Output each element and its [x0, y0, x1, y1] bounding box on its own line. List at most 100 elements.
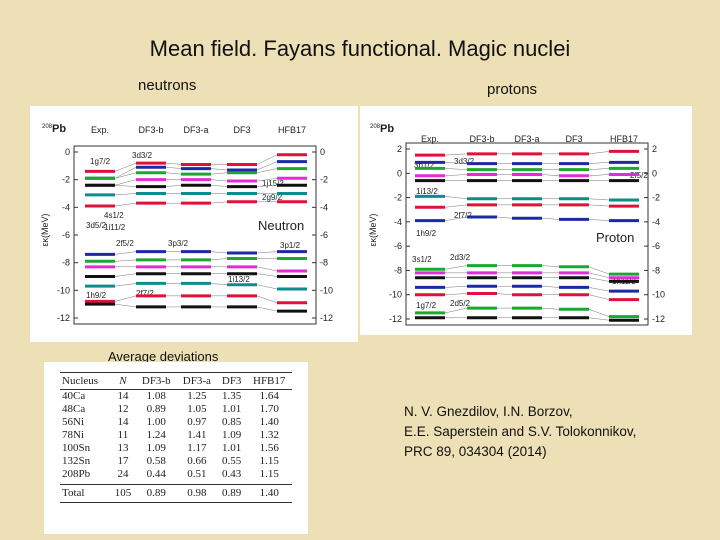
table-cell: 14	[117, 390, 129, 402]
connector-line	[588, 309, 610, 317]
connector-line	[256, 161, 278, 171]
connector-line	[256, 251, 278, 254]
connector-line	[444, 307, 468, 314]
y-tick-label: -6	[652, 241, 660, 251]
table-cell: 0.66	[187, 455, 207, 467]
y-tick-label: -2	[62, 175, 70, 185]
state-label: 3s1/2	[412, 255, 432, 264]
connector-line	[444, 162, 468, 164]
table-cell: 0.55	[222, 455, 242, 467]
state-label: 2f7/2	[136, 289, 154, 298]
connector-line	[588, 277, 610, 282]
table-cell: 1.00	[146, 416, 166, 428]
table-cell: 1.32	[259, 429, 279, 441]
table-cell: 48Ca	[62, 403, 86, 415]
nucleus-label: 208Pb	[42, 123, 66, 135]
column-header: HFB17	[246, 372, 292, 390]
y-tick-label: -8	[320, 258, 328, 268]
table-cell: 1.09	[222, 429, 242, 441]
table-header-row: Nucleus N DF3-b DF3-a DF3 HFB17	[60, 372, 292, 390]
connector-line	[256, 184, 278, 187]
column-header: DF3	[565, 134, 582, 144]
column-header: Exp.	[91, 125, 109, 135]
y-axis-label: εκ(MeV)	[40, 213, 50, 246]
table-cell: 132Sn	[62, 455, 91, 467]
slide-title: Mean field. Fayans functional. Magic nuc…	[149, 36, 571, 61]
state-label: 1g7/2	[90, 157, 111, 166]
table-cell: 12	[117, 403, 129, 415]
connector-line	[444, 174, 468, 176]
protons-label: protons	[487, 81, 538, 98]
table-cell: 1.17	[187, 442, 207, 454]
connector-line	[114, 303, 137, 308]
connector-line	[256, 306, 278, 312]
y-tick-label: -6	[62, 230, 70, 240]
y-tick-label: -10	[652, 290, 665, 300]
connector-line	[114, 295, 137, 302]
table-cell: 1.15	[259, 455, 279, 467]
table-cell: 1.01	[222, 403, 242, 415]
average-deviations-label: Average deviations	[108, 349, 219, 364]
connector-line	[114, 179, 137, 186]
table-cell: 1.56	[259, 442, 279, 454]
y-tick-label: -12	[57, 313, 70, 323]
panel-name: Proton	[596, 230, 634, 245]
connector-line	[114, 251, 137, 255]
table-cell: 100Sn	[62, 442, 91, 454]
connector-line	[114, 273, 137, 277]
connector-line	[541, 265, 560, 268]
proton-level-chart: 208Pb Exp. DF3-b DF3-a DF3 HFB17 εκ(MeV)…	[360, 106, 692, 335]
table-row: 48Ca 12 0.89 1.05 1.01 1.70	[60, 403, 292, 416]
connector-line	[588, 287, 610, 292]
reference-line: N. V. Gnezdilov, I.N. Borzov,	[404, 404, 573, 419]
column-header: DF3-b	[135, 372, 177, 390]
connector-line	[588, 294, 610, 300]
table-cell: 1.40	[259, 416, 279, 428]
connector-line	[588, 204, 610, 207]
y-tick-label: -12	[652, 314, 665, 324]
connector-line	[444, 293, 468, 295]
connector-line	[444, 204, 468, 208]
column-header: N	[110, 372, 136, 390]
connector-line	[588, 162, 610, 164]
connector-line	[165, 166, 182, 169]
connector-line	[588, 266, 610, 275]
connector-line	[541, 217, 560, 220]
y-tick-label: -6	[394, 241, 402, 251]
state-label: 2f7/2	[454, 211, 472, 220]
connector-line	[210, 179, 228, 182]
panel-name: Neutron	[258, 218, 304, 233]
table-row: 78Ni 11 1.24 1.41 1.09 1.32	[60, 429, 292, 442]
connector-line	[114, 259, 137, 262]
y-tick-label: -8	[652, 265, 660, 275]
y-tick-label: -2	[652, 193, 660, 203]
table-row: 40Ca 14 1.08 1.25 1.35 1.64	[60, 390, 292, 404]
y-tick-label: -10	[57, 285, 70, 295]
table-cell: Total	[60, 484, 111, 503]
state-label: 4s1/2	[104, 211, 124, 220]
connector-line	[256, 295, 278, 304]
state-label: 1i11/2	[104, 223, 126, 232]
column-header: DF3	[216, 372, 247, 390]
y-tick-label: -4	[62, 202, 70, 212]
state-label: 3d5/2	[86, 221, 107, 230]
table-cell: 1.40	[246, 484, 292, 503]
y-tick-label: -2	[320, 175, 328, 185]
table-row: 132Sn 17 0.58 0.66 0.55 1.15	[60, 455, 292, 468]
connector-line	[444, 196, 468, 200]
connector-line	[588, 168, 610, 170]
table-cell: 1.64	[259, 390, 279, 402]
deviations-table-card: Nucleus N DF3-b DF3-a DF3 HFB17 40Ca 14 …	[44, 362, 308, 534]
connector-line	[256, 154, 278, 165]
column-header: Exp.	[421, 134, 439, 144]
state-label: 1h9/2	[86, 291, 107, 300]
table-row: 56Ni 14 1.00 0.97 0.85 1.40	[60, 416, 292, 429]
neutron-level-chart: 208Pb Exp. DF3-b DF3-a DF3 HFB17 εκ(MeV)…	[30, 106, 358, 342]
connector-line	[588, 174, 610, 176]
connector-line	[114, 162, 137, 172]
connector-line	[210, 184, 228, 187]
table-cell: 0.98	[176, 484, 217, 503]
neutrons-label: neutrons	[138, 77, 197, 94]
column-header: DF3-b	[138, 125, 163, 135]
nucleus-label: 208Pb	[370, 123, 394, 135]
